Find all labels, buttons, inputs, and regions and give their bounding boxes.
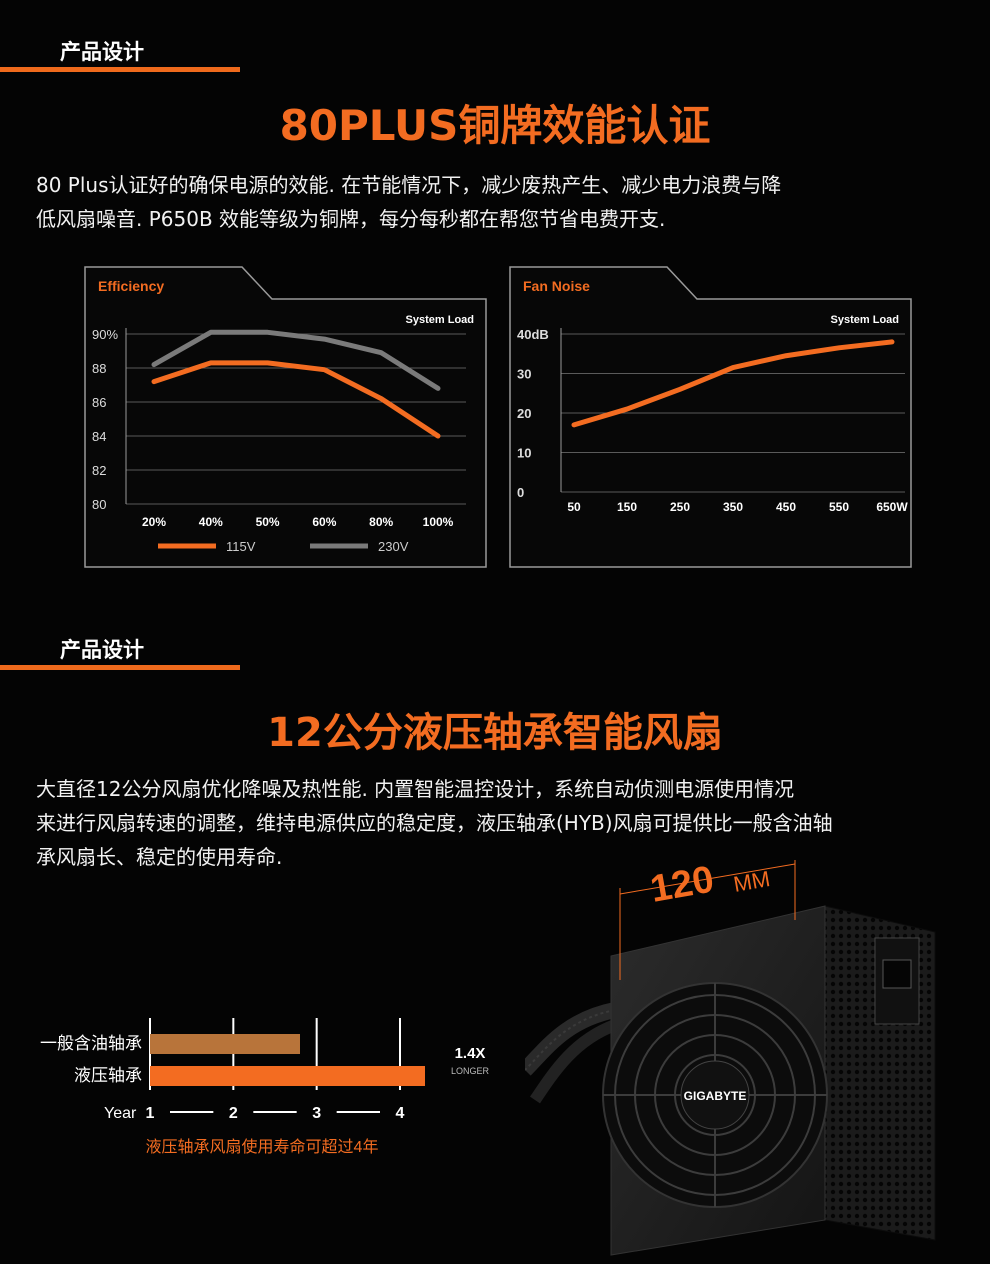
lifespan-note: LONGER [451, 1066, 490, 1076]
x-tick-label: 20% [142, 515, 166, 529]
y-tick-label: 84 [92, 429, 106, 444]
x-tick-label: 80% [369, 515, 393, 529]
chart-title: Fan Noise [523, 278, 590, 294]
bar-hydraulic-bearing [150, 1066, 425, 1086]
x-tick-label: 3 [312, 1105, 321, 1122]
legend-label: 230V [378, 539, 409, 554]
fan-size-unit: MM [732, 866, 772, 897]
y-tick-label: 82 [92, 463, 106, 478]
legend-label: 115V [226, 539, 256, 554]
y-tick-label: 88 [92, 361, 106, 376]
x-axis-label: Year [104, 1105, 137, 1122]
x-axis-label: System Load [406, 314, 474, 326]
series-line-115V [151, 360, 441, 439]
y-tick-label: 20 [517, 406, 531, 421]
x-tick-label: 650W [876, 500, 908, 514]
y-tick-label: 90% [92, 327, 118, 342]
x-tick-label: 550 [829, 500, 849, 514]
section-tag-label: 产品设计 [60, 638, 144, 662]
x-tick-label: 1 [146, 1105, 155, 1122]
panel-frame [509, 266, 912, 568]
x-tick-label: 350 [723, 500, 743, 514]
fan-headline: 12公分液压轴承智能风扇 [267, 710, 723, 756]
efficiency-description: 80 Plus认证好的确保电源的效能. 在节能情况下，减少废热产生、减少电力浪费… [36, 173, 782, 231]
x-tick-label: 150 [617, 500, 637, 514]
bar-label: 一般含油轴承 [40, 1034, 142, 1053]
y-tick-label: 80 [92, 497, 106, 512]
x-axis-label: System Load [831, 314, 899, 326]
chart-title: Efficiency [98, 278, 164, 294]
series-line-noise [571, 339, 895, 428]
series-line-230V [151, 329, 441, 391]
fan-noise-chart: Fan Noise System Load 40dB 30 20 10 0 50 150 250 3… [509, 266, 912, 568]
lifespan-caption: 液压轴承风扇使用寿命可超过4年 [146, 1138, 379, 1156]
psu-cables [525, 1002, 618, 1104]
fan-brand-logo: GIGABYTE [684, 1089, 747, 1103]
x-tick-label: 250 [670, 500, 690, 514]
x-tick-label: 60% [312, 515, 336, 529]
x-tick-label: 4 [396, 1105, 405, 1122]
bar-label: 液压轴承 [74, 1066, 142, 1085]
section-tag-underline [0, 665, 240, 670]
lifespan-multiplier: 1.4X [455, 1045, 486, 1062]
y-tick-label: 86 [92, 395, 106, 410]
fan-description: 大直径12公分风扇优化降噪及热性能. 内置智能温控设计，系统自动侦测电源使用情况… [36, 777, 833, 869]
x-tick-label: 450 [776, 500, 796, 514]
psu-product-image: GIGABYTE 120 MM [525, 860, 936, 1256]
fan-icon: GIGABYTE [602, 982, 828, 1208]
x-tick-label: 50 [567, 500, 581, 514]
y-tick-label: 0 [517, 485, 524, 500]
section-tag-design-1: 产品设计 [0, 32, 240, 72]
bar-oil-bearing [150, 1034, 300, 1054]
efficiency-headline: 80PLUS铜牌效能认证 [279, 101, 711, 150]
x-tick-label: 40% [199, 515, 223, 529]
x-tick-label: 50% [256, 515, 280, 529]
section-tag-design-2: 产品设计 [0, 630, 240, 670]
panel-frame [84, 266, 487, 568]
section-tag-underline [0, 67, 240, 72]
y-tick-label: 30 [517, 367, 531, 382]
fan-size-number: 120 [647, 860, 717, 911]
y-tick-label: 10 [517, 446, 531, 461]
x-tick-label: 2 [229, 1105, 238, 1122]
y-tick-label: 40dB [517, 327, 549, 342]
section-tag-label: 产品设计 [60, 40, 144, 64]
x-tick-label: 100% [423, 515, 454, 529]
power-socket-icon [874, 937, 920, 1025]
efficiency-chart: Efficiency System Load 90% 88 86 84 82 80 20% 40%… [84, 266, 487, 568]
